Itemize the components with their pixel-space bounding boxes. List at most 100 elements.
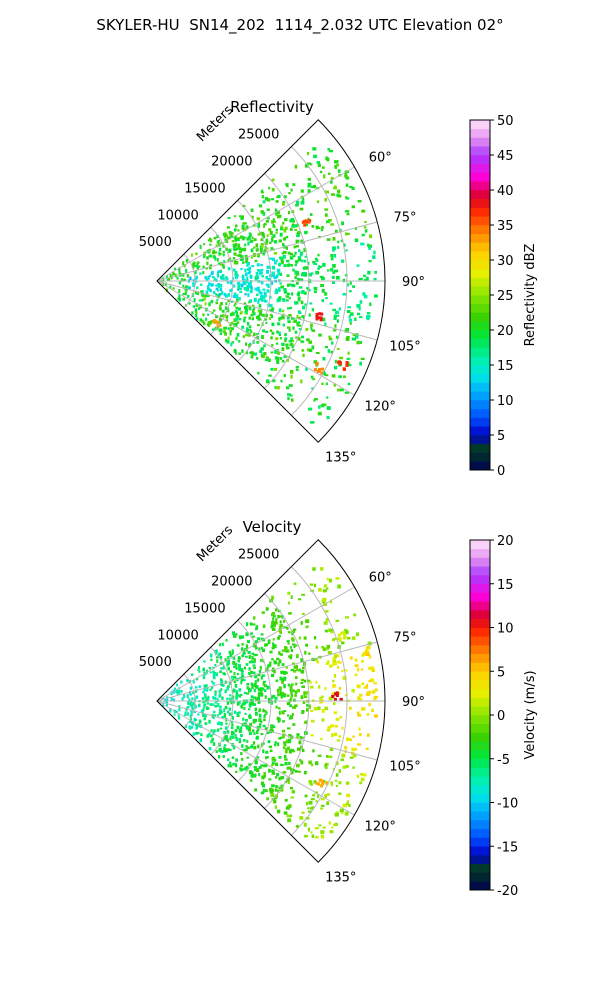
- gate: [282, 298, 286, 302]
- gate: [200, 709, 203, 714]
- gate: [178, 294, 181, 298]
- gate: [253, 666, 256, 669]
- gate: [283, 811, 288, 815]
- gate: [236, 274, 239, 277]
- azimuth-tick-label: 60°: [369, 571, 392, 586]
- gate: [224, 726, 228, 730]
- gate: [300, 340, 305, 343]
- gate: [306, 704, 309, 707]
- gate: [342, 676, 347, 680]
- gate: [252, 741, 256, 745]
- gate: [335, 335, 340, 339]
- gate: [273, 275, 277, 280]
- gate: [289, 256, 294, 260]
- gate: [281, 680, 284, 684]
- gate: [251, 635, 255, 638]
- gate: [217, 703, 220, 707]
- gate: [224, 705, 228, 710]
- gate: [180, 690, 183, 693]
- colorbar-bin: [470, 233, 490, 243]
- gate: [285, 246, 288, 250]
- gate: [209, 688, 212, 691]
- gate: [216, 274, 220, 278]
- gate: [234, 770, 238, 773]
- gate: [283, 288, 287, 291]
- gate: [181, 697, 184, 701]
- gate: [173, 713, 176, 716]
- gate: [286, 346, 290, 350]
- gate: [186, 712, 189, 716]
- gate: [307, 679, 311, 683]
- colorbar-tick-label: -20: [497, 884, 518, 899]
- gate: [222, 755, 225, 758]
- gate: [242, 261, 245, 264]
- gate: [238, 250, 242, 254]
- gate: [242, 749, 246, 752]
- gate: [273, 614, 276, 618]
- gate: [246, 740, 249, 743]
- gate: [301, 315, 305, 318]
- gate: [334, 661, 338, 666]
- gate: [218, 247, 222, 252]
- gate: [265, 220, 269, 223]
- gate: [178, 297, 181, 301]
- gate: [227, 748, 230, 751]
- gate: [216, 659, 219, 663]
- gate: [281, 691, 285, 696]
- colorbar-tick-label: 35: [497, 219, 514, 234]
- gate: [217, 283, 220, 286]
- gate: [223, 712, 226, 717]
- gate: [347, 351, 350, 355]
- gate: [215, 315, 218, 319]
- gate: [242, 249, 245, 252]
- gate: [261, 783, 265, 788]
- gate: [206, 687, 209, 691]
- gate: [312, 147, 317, 151]
- gate: [245, 342, 248, 346]
- gate: [346, 357, 351, 360]
- gate: [289, 654, 293, 657]
- gate: [308, 705, 312, 709]
- gate: [202, 675, 205, 680]
- gate: [326, 220, 330, 224]
- cell-gate: [216, 321, 220, 325]
- colorbar-bin: [470, 793, 490, 803]
- gate: [257, 696, 260, 701]
- gate: [191, 311, 194, 315]
- gate: [196, 317, 199, 321]
- gate: [213, 255, 216, 259]
- gate: [302, 701, 306, 705]
- gate: [223, 708, 226, 713]
- gate: [229, 331, 232, 336]
- cell-gate: [313, 368, 317, 372]
- radial-tick-label: 10000: [157, 628, 198, 643]
- colorbar-bin: [470, 225, 490, 235]
- gate: [341, 812, 344, 815]
- colorbar-tick-label: 40: [497, 184, 514, 199]
- gate: [243, 691, 247, 694]
- gate: [261, 244, 264, 248]
- gate: [227, 259, 230, 262]
- gate: [265, 241, 268, 245]
- gate: [209, 237, 212, 241]
- gate: [355, 335, 359, 339]
- cell-gate: [304, 219, 308, 223]
- colorbar-bin: [470, 163, 490, 173]
- gate: [262, 789, 265, 793]
- gate: [214, 664, 217, 667]
- gate: [283, 264, 287, 268]
- sector-frame: [156, 539, 386, 863]
- gate: [306, 338, 310, 342]
- gate: [301, 290, 304, 294]
- gate: [172, 272, 175, 275]
- gate: [232, 700, 235, 704]
- gate: [221, 274, 225, 278]
- gate: [214, 690, 217, 694]
- gate: [231, 756, 235, 759]
- gate: [331, 826, 334, 829]
- gate: [174, 267, 177, 270]
- gate: [232, 762, 236, 766]
- radial-tick-label: 20000: [211, 575, 252, 590]
- gate: [322, 263, 326, 267]
